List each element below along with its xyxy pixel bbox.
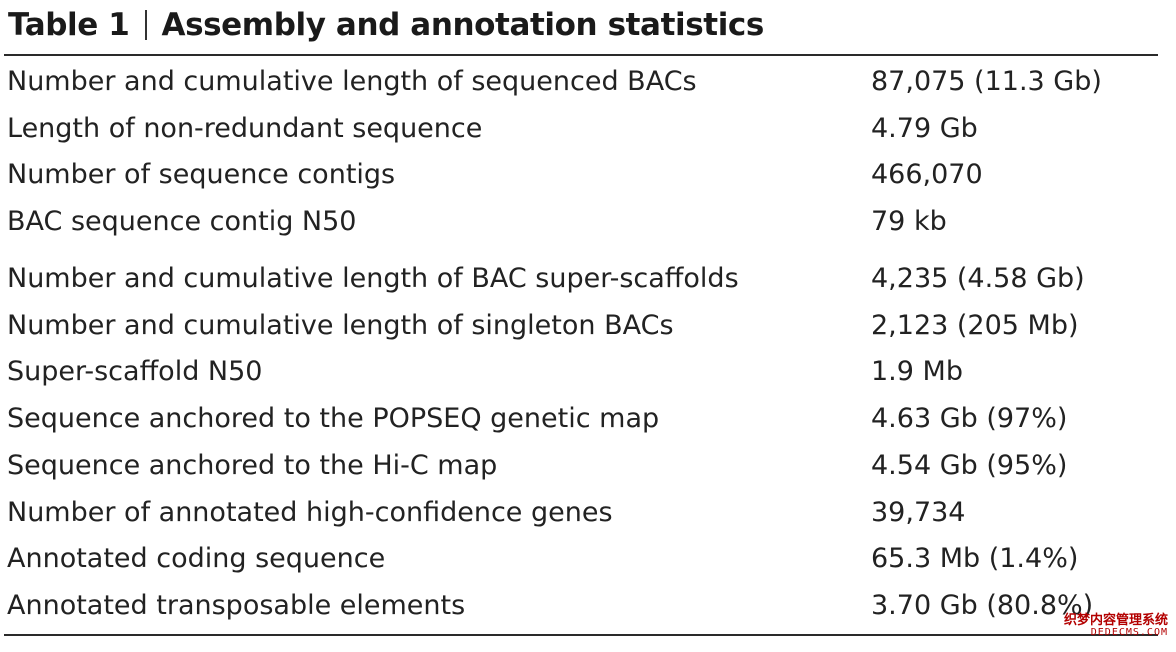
row-label: Annotated coding sequence bbox=[7, 543, 386, 574]
row-value: 2,123 (205 Mb) bbox=[871, 310, 1079, 341]
row-value: 3.70 Gb (80.8%) bbox=[871, 590, 1094, 621]
row-value: 4.63 Gb (97%) bbox=[871, 403, 1068, 434]
table-title: Assembly and annotation statistics bbox=[161, 7, 764, 43]
table-row: Annotated coding sequence 65.3 Mb (1.4%) bbox=[0, 537, 1176, 581]
table-row: Sequence anchored to the POPSEQ genetic … bbox=[0, 397, 1176, 441]
table-row: Super-scaffold N50 1.9 Mb bbox=[0, 350, 1176, 394]
row-value: 4,235 (4.58 Gb) bbox=[871, 263, 1085, 294]
row-label: Number of sequence contigs bbox=[7, 159, 396, 190]
table-row: Number and cumulative length of BAC supe… bbox=[0, 257, 1176, 301]
table-number: Table 1 bbox=[8, 7, 130, 43]
row-value: 39,734 bbox=[871, 497, 966, 528]
row-label: Length of non-redundant sequence bbox=[7, 113, 483, 144]
table-row: Number of annotated high-confidence gene… bbox=[0, 491, 1176, 535]
row-label: Sequence anchored to the POPSEQ genetic … bbox=[7, 403, 660, 434]
row-value: 1.9 Mb bbox=[871, 356, 963, 387]
row-value: 466,070 bbox=[871, 159, 983, 190]
row-label: BAC sequence contig N50 bbox=[7, 206, 357, 237]
watermark-text-en: DEDECMS.COM bbox=[1090, 627, 1168, 638]
row-label: Number and cumulative length of singleto… bbox=[7, 310, 674, 341]
row-value: 65.3 Mb (1.4%) bbox=[871, 543, 1079, 574]
row-value: 87,075 (11.3 Gb) bbox=[871, 66, 1102, 97]
bottom-rule bbox=[4, 634, 1158, 636]
top-rule bbox=[4, 54, 1158, 56]
table-row: BAC sequence contig N50 79 kb bbox=[0, 200, 1176, 244]
site-watermark: 织梦内容管理系统 DEDECMS.COM bbox=[1064, 614, 1168, 638]
row-value: 4.79 Gb bbox=[871, 113, 978, 144]
caption-divider bbox=[145, 10, 148, 40]
table-row: Number and cumulative length of sequence… bbox=[0, 60, 1176, 104]
table-caption: Table 1 Assembly and annotation statisti… bbox=[8, 2, 764, 48]
row-label: Super-scaffold N50 bbox=[7, 356, 263, 387]
row-label: Sequence anchored to the Hi-C map bbox=[7, 450, 498, 481]
row-label: Number of annotated high-confidence gene… bbox=[7, 497, 613, 528]
table-row: Sequence anchored to the Hi-C map 4.54 G… bbox=[0, 444, 1176, 488]
watermark-text-cn: 织梦内容管理系统 bbox=[1063, 613, 1168, 628]
row-value: 4.54 Gb (95%) bbox=[871, 450, 1068, 481]
table-row: Number and cumulative length of singleto… bbox=[0, 304, 1176, 348]
row-label: Annotated transposable elements bbox=[7, 590, 466, 621]
row-value: 79 kb bbox=[871, 206, 947, 237]
table-row: Annotated transposable elements 3.70 Gb … bbox=[0, 584, 1176, 628]
table-row: Number of sequence contigs 466,070 bbox=[0, 153, 1176, 197]
table-row: Length of non-redundant sequence 4.79 Gb bbox=[0, 107, 1176, 151]
row-label: Number and cumulative length of BAC supe… bbox=[7, 263, 739, 294]
row-label: Number and cumulative length of sequence… bbox=[7, 66, 697, 97]
